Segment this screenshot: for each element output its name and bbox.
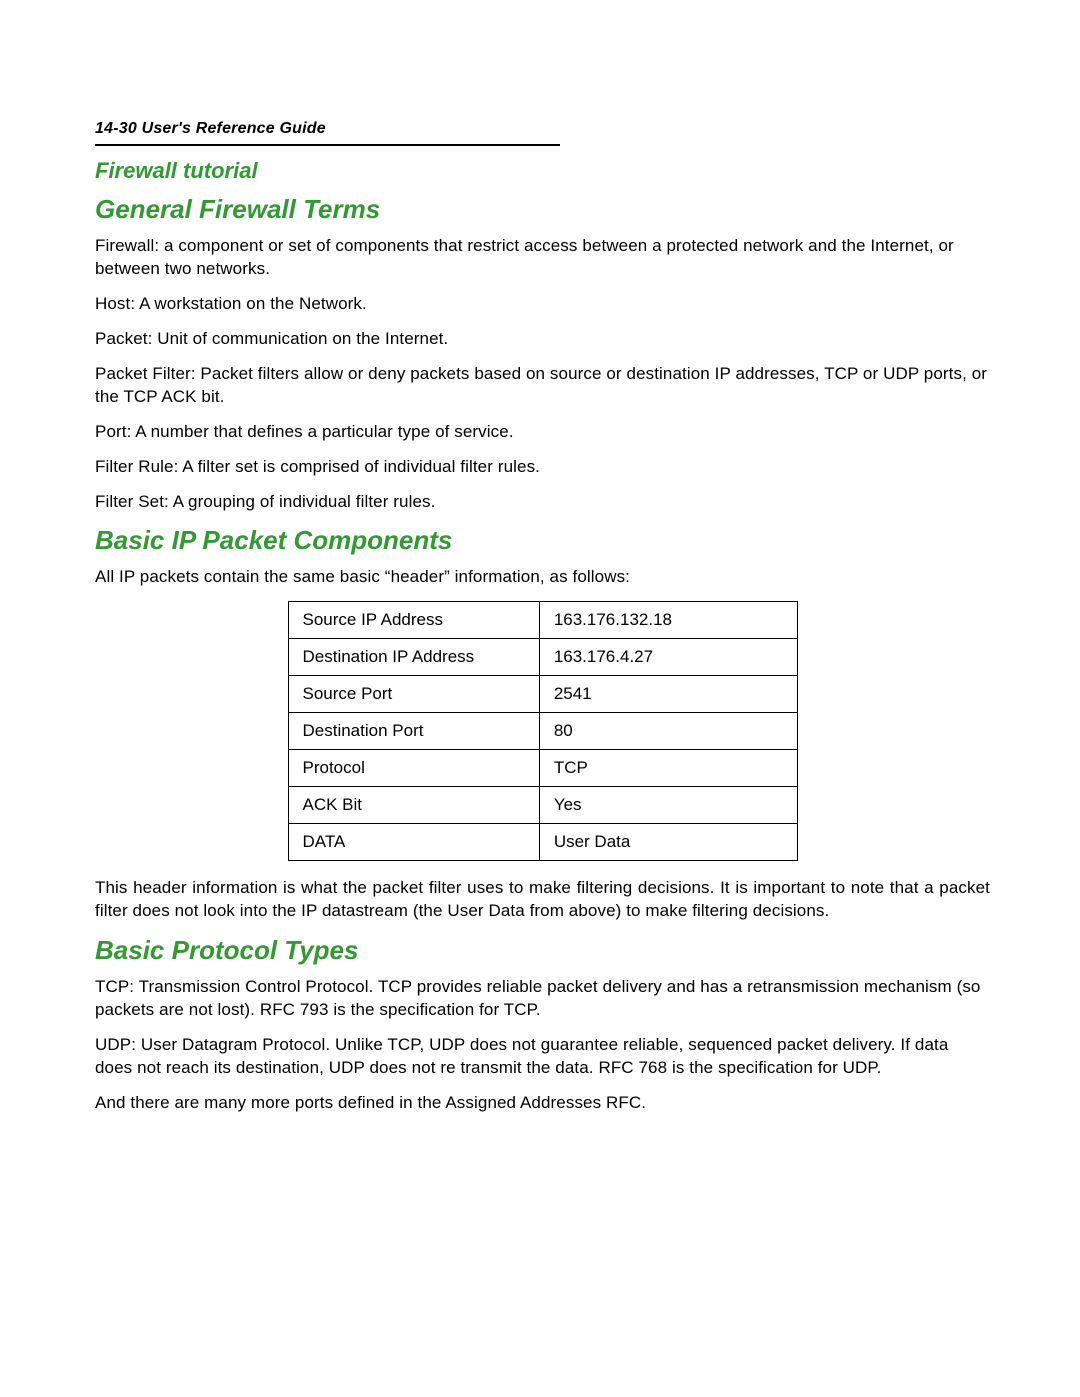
definition-tcp: TCP: Transmission Control Protocol. TCP …	[95, 976, 990, 1022]
table-cell-value: 80	[539, 713, 797, 750]
table-cell-field: Protocol	[288, 750, 539, 787]
more-ports-note: And there are many more ports defined in…	[95, 1092, 990, 1115]
heading-basic-ip-packet-components: Basic IP Packet Components	[95, 525, 990, 556]
table-cell-field: Destination IP Address	[288, 639, 539, 676]
table-row: DATA User Data	[288, 824, 797, 861]
table-cell-field: Source Port	[288, 676, 539, 713]
page: 14-30 User's Reference Guide Firewall tu…	[0, 0, 1080, 1115]
table-cell-value: TCP	[539, 750, 797, 787]
ip-header-table-body: Source IP Address 163.176.132.18 Destina…	[288, 602, 797, 861]
ip-packet-outro: This header information is what the pack…	[95, 877, 990, 923]
definition-firewall: Firewall: a component or set of componen…	[95, 235, 990, 281]
table-row: Source Port 2541	[288, 676, 797, 713]
table-row: Destination Port 80	[288, 713, 797, 750]
table-cell-field: ACK Bit	[288, 787, 539, 824]
table-cell-field: Source IP Address	[288, 602, 539, 639]
table-row: Protocol TCP	[288, 750, 797, 787]
definition-port: Port: A number that defines a particular…	[95, 421, 990, 444]
table-row: ACK Bit Yes	[288, 787, 797, 824]
table-row: Destination IP Address 163.176.4.27	[288, 639, 797, 676]
table-cell-value: User Data	[539, 824, 797, 861]
heading-firewall-tutorial: Firewall tutorial	[95, 158, 990, 184]
table-cell-field: DATA	[288, 824, 539, 861]
definition-udp: UDP: User Datagram Protocol. Unlike TCP,…	[95, 1034, 990, 1080]
definition-host: Host: A workstation on the Network.	[95, 293, 990, 316]
table-cell-field: Destination Port	[288, 713, 539, 750]
table-cell-value: 163.176.132.18	[539, 602, 797, 639]
heading-general-firewall-terms: General Firewall Terms	[95, 194, 990, 225]
table-cell-value: 163.176.4.27	[539, 639, 797, 676]
ip-header-table: Source IP Address 163.176.132.18 Destina…	[288, 601, 798, 861]
ip-packet-intro: All IP packets contain the same basic “h…	[95, 566, 990, 589]
definition-filter-rule: Filter Rule: A filter set is comprised o…	[95, 456, 990, 479]
definition-filter-set: Filter Set: A grouping of individual fil…	[95, 491, 990, 514]
table-cell-value: 2541	[539, 676, 797, 713]
table-row: Source IP Address 163.176.132.18	[288, 602, 797, 639]
definition-packet: Packet: Unit of communication on the Int…	[95, 328, 990, 351]
definition-packet-filter: Packet Filter: Packet filters allow or d…	[95, 363, 990, 409]
running-head: 14-30 User's Reference Guide	[95, 120, 990, 138]
table-cell-value: Yes	[539, 787, 797, 824]
header-rule	[95, 144, 560, 146]
heading-basic-protocol-types: Basic Protocol Types	[95, 935, 990, 966]
